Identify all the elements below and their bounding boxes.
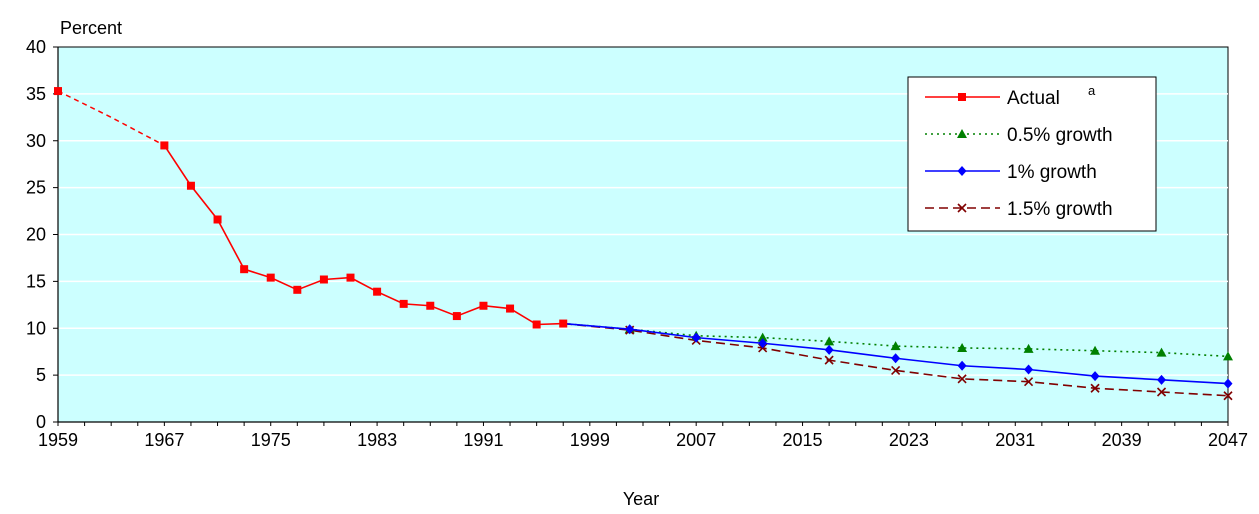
data-point <box>1156 387 1167 397</box>
data-point <box>1157 374 1167 385</box>
data-point <box>559 319 568 328</box>
data-point <box>890 341 901 351</box>
data-point <box>1090 345 1101 355</box>
data-point <box>54 87 62 96</box>
data-point <box>1223 351 1233 361</box>
data-point <box>532 320 541 329</box>
legend-label: 1% growth <box>1007 162 1097 183</box>
x-axis-title: Year <box>623 489 659 509</box>
x-tick-label: 1959 <box>38 430 78 450</box>
x-tick-label: 1983 <box>357 430 397 450</box>
y-tick-label: 35 <box>26 84 46 104</box>
series-markers <box>54 87 1233 401</box>
legend-box <box>907 76 1157 232</box>
data-point <box>160 141 169 150</box>
y-tick-label: 25 <box>26 178 46 198</box>
data-point <box>824 336 835 346</box>
data-point <box>426 301 435 310</box>
data-point <box>186 181 195 190</box>
data-point <box>957 374 967 384</box>
data-point <box>506 304 515 313</box>
data-point <box>293 285 302 294</box>
legend-superscript: a <box>1088 83 1096 98</box>
data-point <box>479 301 488 310</box>
x-tick-label: 1967 <box>144 430 184 450</box>
data-point <box>213 215 222 224</box>
data-point <box>1023 343 1034 353</box>
legend: Actual a 0.5% growth 1% growth 1.5% growth <box>907 76 1157 232</box>
x-tick-label: 2047 <box>1208 430 1248 450</box>
legend-marker <box>957 203 967 213</box>
actual-gap-line <box>57 90 165 147</box>
data-point <box>1090 371 1100 382</box>
y-tick-label: 30 <box>26 131 46 151</box>
data-point <box>319 275 328 284</box>
x-tick-label: 2007 <box>676 430 716 450</box>
series-line-0 <box>163 144 564 326</box>
data-point <box>1024 377 1034 387</box>
x-tick-label: 2023 <box>889 430 929 450</box>
legend-marker <box>958 93 966 101</box>
legend-marker <box>957 166 967 176</box>
x-tick-label: 1975 <box>251 430 291 450</box>
y-tick-label: 10 <box>26 318 46 338</box>
data-point <box>891 353 901 364</box>
x-tick-label: 2015 <box>783 430 823 450</box>
data-point <box>346 273 355 282</box>
data-point <box>1024 364 1034 375</box>
legend-marker <box>957 129 967 138</box>
data-point <box>824 355 834 365</box>
y-tick-label: 40 <box>26 37 46 57</box>
x-tick-label: 1999 <box>570 430 610 450</box>
data-point <box>240 265 249 274</box>
x-tick-label: 2039 <box>1102 430 1142 450</box>
x-tick-label: 1991 <box>463 430 503 450</box>
y-tick-label: 15 <box>26 271 46 291</box>
y-tick-label: 0 <box>36 412 46 432</box>
legend-label: 0.5% growth <box>1007 125 1113 146</box>
y-tick-label: 20 <box>26 225 46 245</box>
data-point <box>1223 391 1233 401</box>
y-tick-label: 5 <box>36 365 46 385</box>
x-tick-label: 2031 <box>995 430 1035 450</box>
data-point <box>1156 347 1167 357</box>
y-axis-title: Percent <box>60 18 122 38</box>
data-point <box>957 360 967 371</box>
data-point <box>373 287 382 296</box>
data-point <box>758 338 768 349</box>
data-point <box>1223 378 1233 389</box>
data-point <box>399 299 408 308</box>
data-point <box>891 365 901 376</box>
data-point <box>757 332 768 342</box>
legend-label: Actual <box>1007 88 1060 109</box>
data-point <box>266 273 275 282</box>
data-point <box>957 342 968 352</box>
data-point <box>1090 383 1100 393</box>
legend-label: 1.5% growth <box>1007 199 1113 220</box>
x-axis-ticks: 1959 1967 1975 1983 1991 1999 2007 2015 2023 2031… <box>38 422 1248 450</box>
data-point <box>452 312 461 321</box>
data-point <box>691 332 701 343</box>
data-point <box>824 344 834 355</box>
y-axis-ticks: 0 5 10 15 20 25 30 35 40 <box>26 37 58 432</box>
data-point <box>625 324 635 335</box>
